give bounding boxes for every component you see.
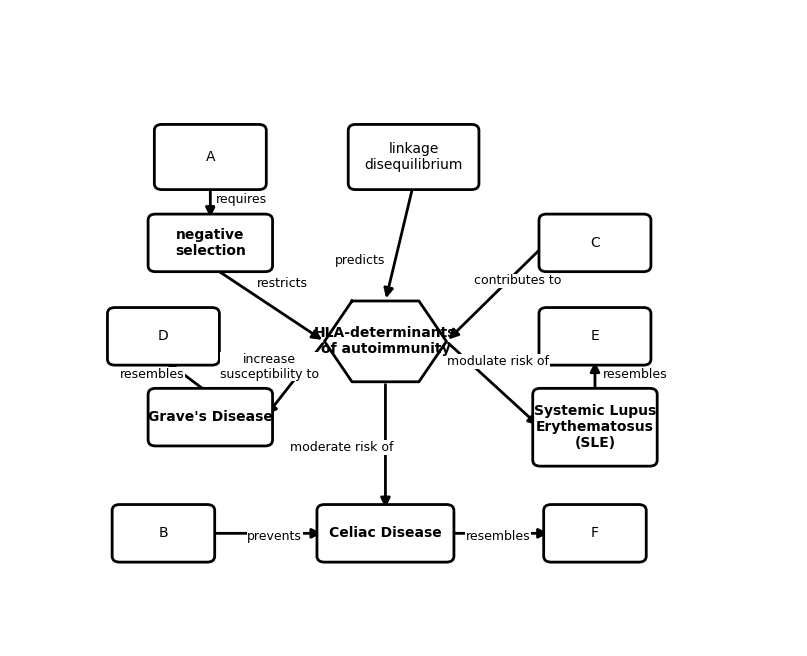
FancyBboxPatch shape bbox=[112, 504, 215, 562]
FancyBboxPatch shape bbox=[349, 125, 479, 190]
Text: restricts: restricts bbox=[257, 277, 307, 290]
Text: E: E bbox=[591, 329, 600, 343]
Text: F: F bbox=[591, 526, 599, 541]
Text: resembles: resembles bbox=[466, 530, 530, 543]
Polygon shape bbox=[324, 301, 446, 382]
FancyBboxPatch shape bbox=[533, 388, 657, 466]
FancyBboxPatch shape bbox=[148, 388, 273, 446]
Text: resembles: resembles bbox=[120, 368, 185, 380]
Text: HLA-determinants
of autoimmunity: HLA-determinants of autoimmunity bbox=[314, 326, 457, 356]
Text: requires: requires bbox=[216, 194, 267, 207]
FancyBboxPatch shape bbox=[544, 504, 646, 562]
FancyBboxPatch shape bbox=[107, 308, 220, 365]
Text: increase
susceptibility to: increase susceptibility to bbox=[220, 353, 320, 380]
Text: moderate risk of: moderate risk of bbox=[290, 441, 394, 454]
Text: Grave's Disease: Grave's Disease bbox=[148, 410, 273, 424]
Text: A: A bbox=[206, 150, 215, 164]
FancyBboxPatch shape bbox=[317, 504, 454, 562]
FancyBboxPatch shape bbox=[539, 214, 651, 272]
Text: contributes to: contributes to bbox=[474, 274, 561, 287]
Text: Systemic Lupus
Erythematosus
(SLE): Systemic Lupus Erythematosus (SLE) bbox=[534, 404, 656, 451]
Text: prevents: prevents bbox=[247, 530, 302, 543]
Text: B: B bbox=[159, 526, 168, 541]
Text: resembles: resembles bbox=[604, 368, 668, 380]
FancyBboxPatch shape bbox=[154, 125, 266, 190]
Text: D: D bbox=[158, 329, 169, 343]
FancyBboxPatch shape bbox=[539, 308, 651, 365]
Text: modulate risk of: modulate risk of bbox=[447, 355, 549, 368]
Text: predicts: predicts bbox=[335, 254, 386, 267]
Text: C: C bbox=[590, 236, 600, 250]
Text: negative
selection: negative selection bbox=[175, 228, 246, 258]
Text: linkage
disequilibrium: linkage disequilibrium bbox=[365, 142, 462, 172]
Text: Celiac Disease: Celiac Disease bbox=[329, 526, 441, 541]
FancyBboxPatch shape bbox=[148, 214, 273, 272]
